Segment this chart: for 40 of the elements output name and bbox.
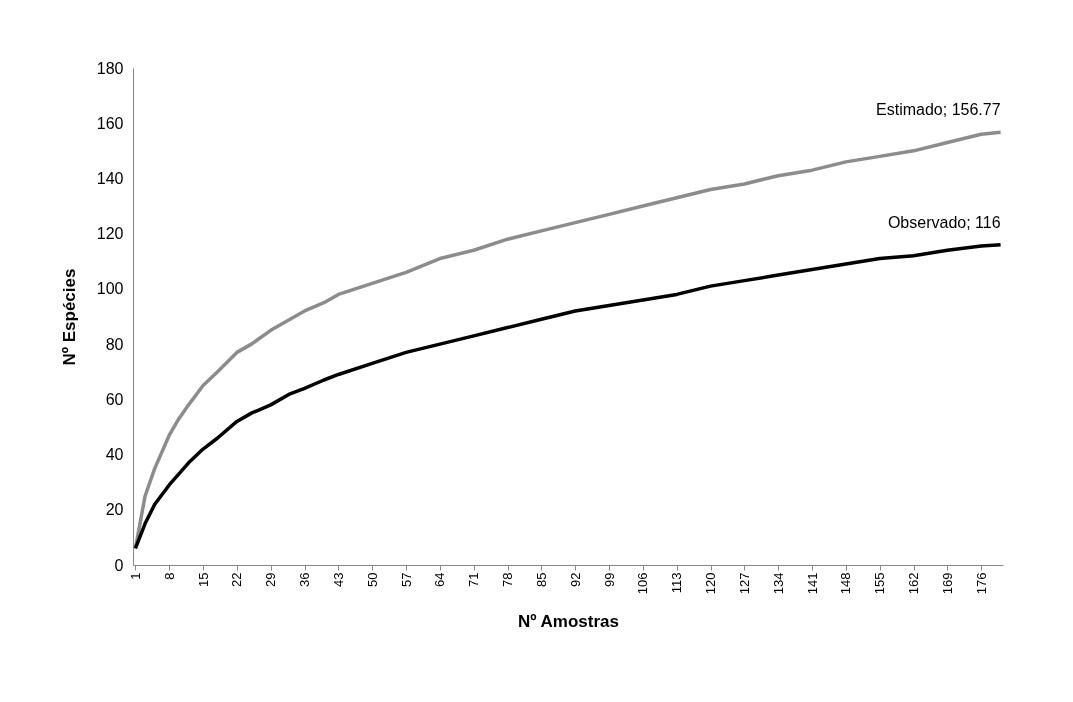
x-tick-label: 29 (263, 572, 279, 587)
y-tick-label: 180 (96, 59, 124, 77)
x-tick-label: 176 (973, 572, 989, 595)
x-axis-title: Nº Amostras (518, 612, 619, 632)
x-tick-label: 120 (703, 572, 719, 595)
annotation: Estimado; 156.77 (876, 101, 1001, 119)
x-tick-label: 148 (838, 572, 854, 595)
y-tick-label: 60 (105, 390, 124, 408)
y-tick-label: 20 (105, 501, 124, 519)
x-tick-label: 78 (500, 572, 516, 587)
x-tick-label: 99 (601, 572, 617, 587)
x-tick-label: 113 (669, 572, 685, 594)
x-tick-label: 15 (195, 572, 211, 587)
x-tick-label: 43 (330, 572, 346, 587)
x-tick-label: 8 (161, 572, 177, 580)
x-tick-label: 85 (533, 572, 549, 587)
y-tick-label: 0 (114, 556, 124, 574)
x-tick-label: 57 (398, 572, 414, 587)
y-tick-label: 100 (96, 280, 124, 298)
x-tick-label: 141 (804, 572, 820, 595)
x-tick-label: 169 (939, 572, 955, 595)
x-tick-label: 134 (770, 572, 786, 595)
y-tick-label: 40 (105, 446, 124, 464)
y-tick-label: 120 (96, 225, 124, 243)
x-tick-label: 50 (364, 572, 380, 587)
x-tick-label: 36 (297, 572, 313, 587)
x-tick-label: 1 (127, 572, 143, 580)
x-tick-label: 22 (229, 572, 245, 587)
x-tick-label: 64 (432, 572, 448, 587)
x-tick-label: 92 (567, 572, 583, 587)
y-tick-label: 160 (96, 114, 124, 132)
x-tick-label: 155 (872, 572, 888, 595)
y-axis-title: Nº Espécies (59, 268, 79, 366)
x-tick-label: 71 (466, 572, 482, 587)
x-tick-label: 106 (635, 572, 651, 595)
annotation: Observado; 116 (887, 213, 1001, 231)
x-tick-label: 127 (736, 572, 752, 595)
y-tick-label: 140 (96, 169, 124, 187)
y-tick-label: 80 (105, 335, 124, 353)
x-tick-label: 162 (906, 572, 922, 595)
